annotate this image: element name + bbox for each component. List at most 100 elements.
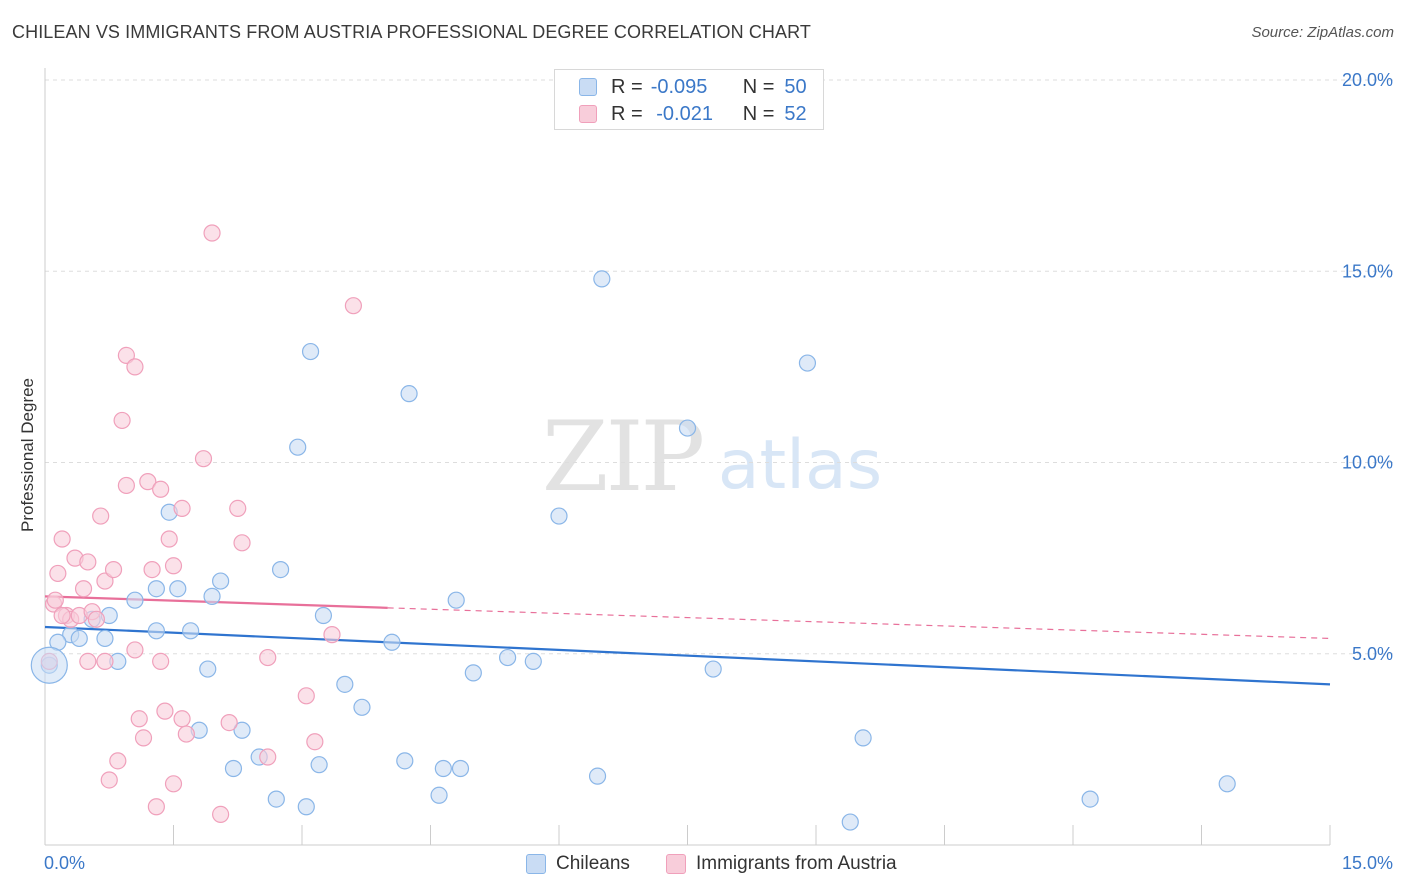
chilean-point-33	[451, 759, 470, 778]
legend-chileans: Chileans	[526, 851, 630, 877]
watermark-atlas: atlas	[718, 426, 882, 505]
y-tick-label-3: 20.0%	[1342, 70, 1393, 90]
austria-point-16	[104, 560, 123, 579]
austria-point-47	[323, 626, 341, 644]
austria-point-22	[126, 641, 144, 659]
austria-point-30	[156, 702, 174, 720]
austria-point-19	[117, 346, 135, 364]
austria-point-48	[344, 297, 362, 315]
chilean-point-49	[70, 629, 88, 648]
austria-point-21	[126, 358, 144, 376]
austria-point-26	[143, 560, 161, 579]
austria-trend-extension	[387, 607, 1331, 640]
austria-point-20	[117, 476, 135, 495]
austria-legend-swatch	[666, 854, 686, 874]
chilean-point-cluster	[30, 646, 68, 684]
chilean-point-36	[499, 648, 517, 667]
austria-point-43	[259, 748, 277, 766]
austria-point-13	[96, 572, 114, 590]
chilean-point-35	[464, 664, 482, 682]
chileans-legend-label: Chileans	[556, 853, 630, 874]
chileans-swatch	[579, 78, 597, 96]
austria-point-44	[259, 648, 277, 667]
chilean-point-24	[314, 606, 333, 625]
r-value: -0.021	[650, 102, 713, 125]
n-value: 50	[784, 75, 807, 98]
chilean-point-41	[678, 419, 697, 437]
chilean-point-23	[301, 342, 320, 361]
chilean-point-29	[396, 752, 414, 770]
austria-point-42	[233, 534, 251, 552]
chilean-point-7	[147, 580, 165, 598]
chart-title: CHILEAN VS IMMIGRANTS FROM AUSTRIA PROFE…	[12, 22, 811, 42]
chilean-point-28	[383, 633, 401, 651]
austria-point-33	[164, 775, 183, 793]
y-tick-label-0: 5.0%	[1352, 644, 1393, 664]
austria-point-11	[87, 610, 106, 628]
austria-swatch	[579, 105, 597, 123]
chilean-point-39	[588, 767, 607, 785]
r-label: R =	[611, 75, 643, 98]
r-value: -0.095	[650, 75, 708, 98]
austria-point-17	[109, 752, 127, 770]
chilean-point-32	[434, 759, 452, 778]
tick-labels: 5.0% 10.0% 15.0% 20.0% 0.0% 15.0%	[44, 70, 1393, 873]
austria-point-45	[297, 687, 315, 705]
chilean-point-16	[233, 721, 251, 739]
austria-point-35	[173, 710, 191, 728]
chart-source: Source: ZipAtlas.com	[1251, 24, 1394, 41]
legend-row-austria: R = -0.021 N = 52	[579, 101, 807, 127]
y-tick-label-2: 15.0%	[1342, 261, 1393, 281]
n-label: N =	[742, 102, 775, 125]
austria-point-12	[92, 507, 110, 525]
chilean-point-37	[524, 652, 542, 671]
austria-point-24	[134, 729, 153, 747]
chilean-point-42	[704, 660, 722, 678]
chilean-point-13	[199, 660, 217, 678]
x-tick-label-min: 0.0%	[44, 853, 85, 873]
chilean-point-27	[353, 698, 371, 716]
chilean-trend-line	[44, 625, 1331, 686]
austria-point-34	[173, 499, 191, 517]
austria-point-25	[139, 473, 157, 491]
chilean-point-20	[271, 560, 290, 579]
trend-lines	[44, 595, 1331, 686]
chilean-point-19	[267, 790, 285, 808]
legend-row-chileans: R = -0.095 N = 50	[579, 74, 807, 100]
y-tick-label-1: 10.0%	[1342, 453, 1393, 473]
austria-point-51	[79, 652, 97, 671]
austria-point-2	[49, 564, 67, 583]
austria-point-23	[130, 710, 148, 728]
gridlines	[45, 79, 1395, 655]
chilean-point-2	[96, 629, 114, 648]
watermark-zip: ZIP	[542, 401, 703, 513]
austria-point-18	[113, 411, 131, 430]
chilean-point-15	[212, 572, 230, 590]
legend-austria: Immigrants from Austria	[666, 851, 897, 877]
austria-point-37	[194, 450, 213, 468]
chilean-point-22	[297, 798, 315, 816]
austria-point-36	[177, 725, 195, 743]
austria-point-50	[53, 606, 71, 625]
chilean-point-30	[400, 385, 418, 403]
austria-point-31	[160, 530, 178, 548]
chilean-point-25	[310, 756, 328, 774]
r-label: R =	[611, 102, 643, 125]
chilean-point-9	[169, 580, 187, 598]
austria-point-32	[164, 557, 183, 575]
n-label: N =	[742, 75, 775, 98]
n-value: 52	[784, 102, 807, 125]
chileans-legend-swatch	[526, 854, 546, 874]
chilean-point-10	[203, 587, 221, 605]
austria-point-3	[53, 530, 71, 548]
chilean-point-46	[1081, 790, 1099, 808]
austria-point-41	[229, 499, 247, 517]
chilean-point-26	[336, 675, 354, 693]
chilean-point-21	[289, 438, 307, 456]
austria-point-39	[212, 805, 230, 824]
data-points	[30, 224, 1236, 831]
austria-point-29	[152, 480, 170, 498]
chilean-point-44	[854, 729, 872, 747]
chilean-point-45	[841, 813, 859, 831]
